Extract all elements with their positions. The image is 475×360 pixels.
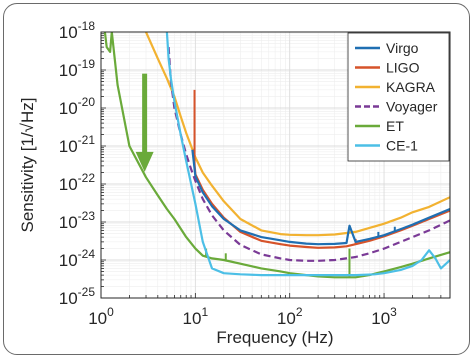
y-axis-label: Sensitivity [1/√Hz] xyxy=(18,98,37,233)
x-tick-label: 102 xyxy=(277,305,303,328)
y-tick-label: 10-21 xyxy=(59,133,96,156)
legend-label-virgo: Virgo xyxy=(386,40,419,56)
y-tick-label: 10-24 xyxy=(59,247,96,270)
legend-label-voyager: Voyager xyxy=(386,99,438,115)
x-tick-label: 100 xyxy=(88,305,114,328)
y-tick-label: 10-19 xyxy=(59,57,96,80)
legend-label-ce-1: CE-1 xyxy=(386,138,418,154)
plot-area-border xyxy=(100,31,451,299)
series-line-voyager xyxy=(167,47,450,262)
x-tick-label: 103 xyxy=(371,305,397,328)
arrow-head xyxy=(135,151,154,172)
legend-label-ligo: LIGO xyxy=(386,60,420,76)
tick-marks xyxy=(100,31,451,299)
series-line-ligo xyxy=(192,149,450,249)
series-line-virgo xyxy=(191,149,450,246)
series-line-kagra xyxy=(144,32,450,237)
y-tick-labels: 10-18 10-19 10-20 10-21 10-22 10-23 10-24 10-25 xyxy=(59,19,96,308)
y-tick-label: 10-18 xyxy=(59,19,96,42)
legend-label-kagra: KAGRA xyxy=(386,79,436,95)
legend-label-et: ET xyxy=(386,118,404,134)
series-line-ce-1 xyxy=(165,32,450,277)
series-layer xyxy=(103,32,450,279)
y-tick-label: 10-20 xyxy=(59,95,96,118)
y-tick-label: 10-25 xyxy=(59,285,96,308)
x-tick-label: 101 xyxy=(183,305,209,328)
x-axis-label: Frequency (Hz) xyxy=(216,328,333,347)
legend-box xyxy=(347,32,450,162)
y-tick-label: 10-23 xyxy=(59,209,96,232)
legend: Virgo LIGO KAGRA Voyager ET CE-1 xyxy=(347,32,450,162)
x-tick-labels: 100 101 102 103 xyxy=(88,305,397,328)
y-tick-label: 10-22 xyxy=(59,171,96,194)
annotation-layer xyxy=(135,73,154,172)
